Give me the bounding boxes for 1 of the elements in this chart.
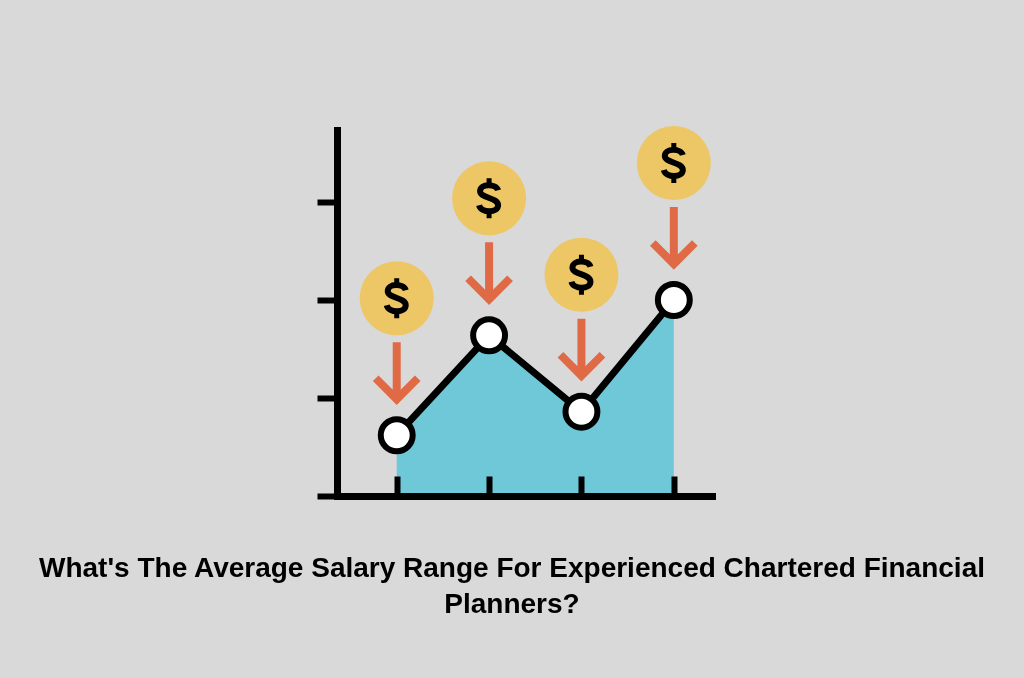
text: What's The Average Salary Range For Experienced Chartered Financial Planners? bbox=[39, 552, 985, 619]
